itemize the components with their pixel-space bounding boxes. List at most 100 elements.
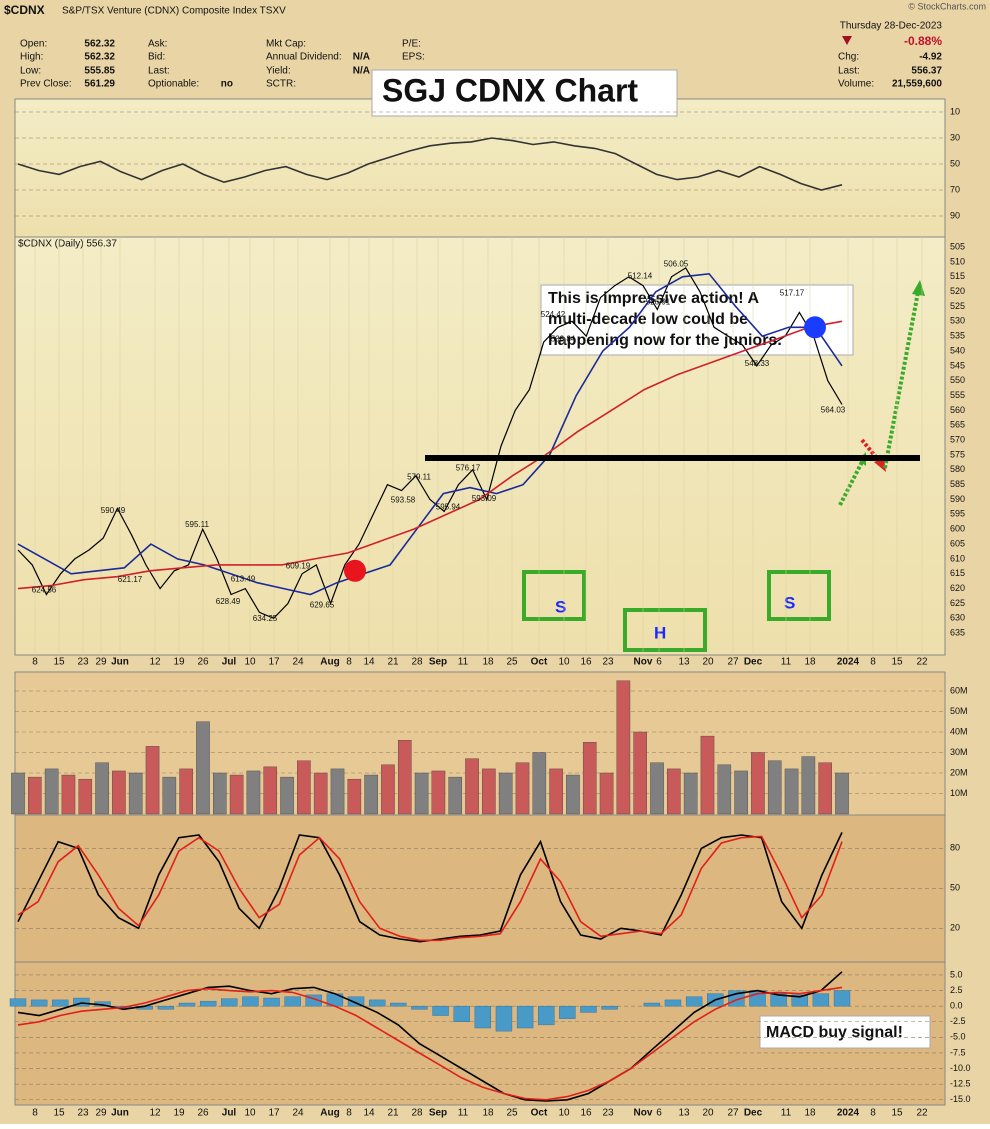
price-label: 538.84	[551, 335, 576, 344]
volume-bar	[532, 752, 547, 815]
x-tick-label: Dec	[744, 657, 763, 668]
down-arrow	[842, 36, 852, 45]
x-tick-label: Aug	[320, 1108, 339, 1119]
y-tick-label: 545	[950, 360, 965, 370]
histogram-bar	[685, 996, 703, 1007]
y-tick-label: 10	[950, 106, 960, 116]
y-tick-label: 510	[950, 256, 965, 266]
volume-bar	[128, 772, 143, 815]
x-tick-label: 8	[346, 1108, 352, 1119]
volume-bar	[650, 762, 664, 815]
field-label: Low:	[20, 66, 41, 77]
x-tick-label: 19	[173, 657, 185, 668]
field-label: Prev Close:	[20, 79, 72, 90]
y-tick-label: -7.5	[950, 1047, 966, 1057]
volume-bar	[784, 768, 799, 815]
comment: happening now for the juniors.	[548, 332, 782, 349]
price-legend: $CDNX (Daily) 556.37	[18, 239, 117, 250]
volume-bar	[44, 768, 59, 815]
x-tick-label: 18	[482, 1108, 494, 1119]
price-label: 517.17	[780, 288, 805, 297]
pattern-letter: S	[784, 593, 795, 612]
volume-bar	[347, 778, 362, 815]
x-tick-label: 13	[678, 1108, 690, 1119]
field-value: N/A	[353, 66, 370, 77]
field-label: High:	[20, 52, 43, 63]
chart-title: SGJ CDNX Chart	[382, 72, 638, 108]
x-tick-label: 17	[268, 1108, 280, 1119]
y-tick-label: 625	[950, 598, 965, 608]
decorations	[371, 69, 931, 1049]
volume-bar	[28, 776, 42, 815]
volume-bar	[330, 768, 345, 815]
volume-bar	[633, 731, 647, 815]
x-tick-label: 24	[292, 657, 304, 668]
field-label: Last:	[838, 66, 860, 77]
marker	[804, 316, 826, 339]
symbol: $CDNX	[4, 3, 45, 17]
x-tick-label: 18	[482, 657, 494, 668]
x-tick-label: 17	[268, 657, 280, 668]
x-tick-label: 16	[580, 657, 592, 668]
x-tick-label: 26	[197, 657, 209, 668]
x-tick-label: Sep	[429, 1108, 447, 1119]
volume-bar	[431, 770, 446, 815]
price-label: 628.49	[216, 597, 241, 606]
volume-bar	[61, 774, 76, 815]
field-label: Annual Dividend:	[266, 52, 342, 63]
volume-bar	[465, 758, 479, 815]
volume-bar	[162, 776, 177, 815]
histogram-bar	[643, 1002, 661, 1007]
y-tick-label: 20	[950, 923, 960, 933]
price-label: 593.58	[391, 495, 416, 504]
y-tick-label: 515	[950, 271, 965, 281]
price-label: 526.91	[646, 297, 671, 306]
x-tick-label: 15	[53, 657, 65, 668]
histogram-bar	[559, 1005, 576, 1019]
x-tick-label: Oct	[531, 657, 548, 668]
volume-bar	[179, 768, 193, 815]
x-tick-label: 20	[702, 1108, 714, 1119]
histogram-bar	[347, 996, 365, 1007]
histogram-bar	[52, 999, 69, 1007]
histogram-bar	[242, 996, 259, 1007]
field-value: 562.32	[84, 52, 115, 63]
x-tick-label: 29	[95, 657, 107, 668]
histogram-bar	[199, 1000, 217, 1007]
field-value: 21,559,600	[892, 79, 942, 90]
comment: multi-decade low could be	[548, 311, 748, 328]
y-tick-label: 580	[950, 464, 965, 474]
line-series	[17, 272, 843, 596]
field-label: EPS:	[402, 52, 425, 63]
histogram-bar	[664, 999, 682, 1007]
line-series	[17, 137, 843, 191]
y-tick-label: 530	[950, 316, 965, 326]
x-tick-label: Dec	[744, 1108, 763, 1119]
pattern-letter: S	[555, 597, 566, 616]
histogram-bar	[812, 993, 830, 1007]
volume-bar	[482, 768, 496, 815]
volume-bar	[364, 774, 378, 815]
price-label: 548.33	[745, 359, 770, 368]
y-tick-label: 70	[950, 184, 960, 194]
volume-bar	[397, 740, 412, 815]
price-label: 634.25	[253, 614, 278, 623]
line-series	[17, 267, 843, 620]
field-value: -4.92	[919, 52, 942, 63]
index-name: S&P/TSX Venture (CDNX) Composite Index T…	[62, 6, 286, 17]
x-tick-label: 26	[197, 1108, 209, 1119]
y-tick-label: 50	[950, 883, 960, 893]
histogram-bar	[791, 994, 808, 1007]
y-tick-label: 550	[950, 375, 965, 385]
price-label: 595.11	[185, 520, 209, 529]
volume-bar	[683, 772, 698, 815]
volume-bar	[566, 774, 580, 815]
histogram-bar	[284, 996, 301, 1007]
y-tick-label: 575	[950, 449, 965, 459]
x-tick-label: 15	[891, 657, 903, 668]
field-label: Last:	[148, 66, 170, 77]
histogram-bar	[770, 993, 787, 1007]
histogram-bar	[221, 998, 238, 1007]
x-tick-label: 24	[292, 1108, 304, 1119]
